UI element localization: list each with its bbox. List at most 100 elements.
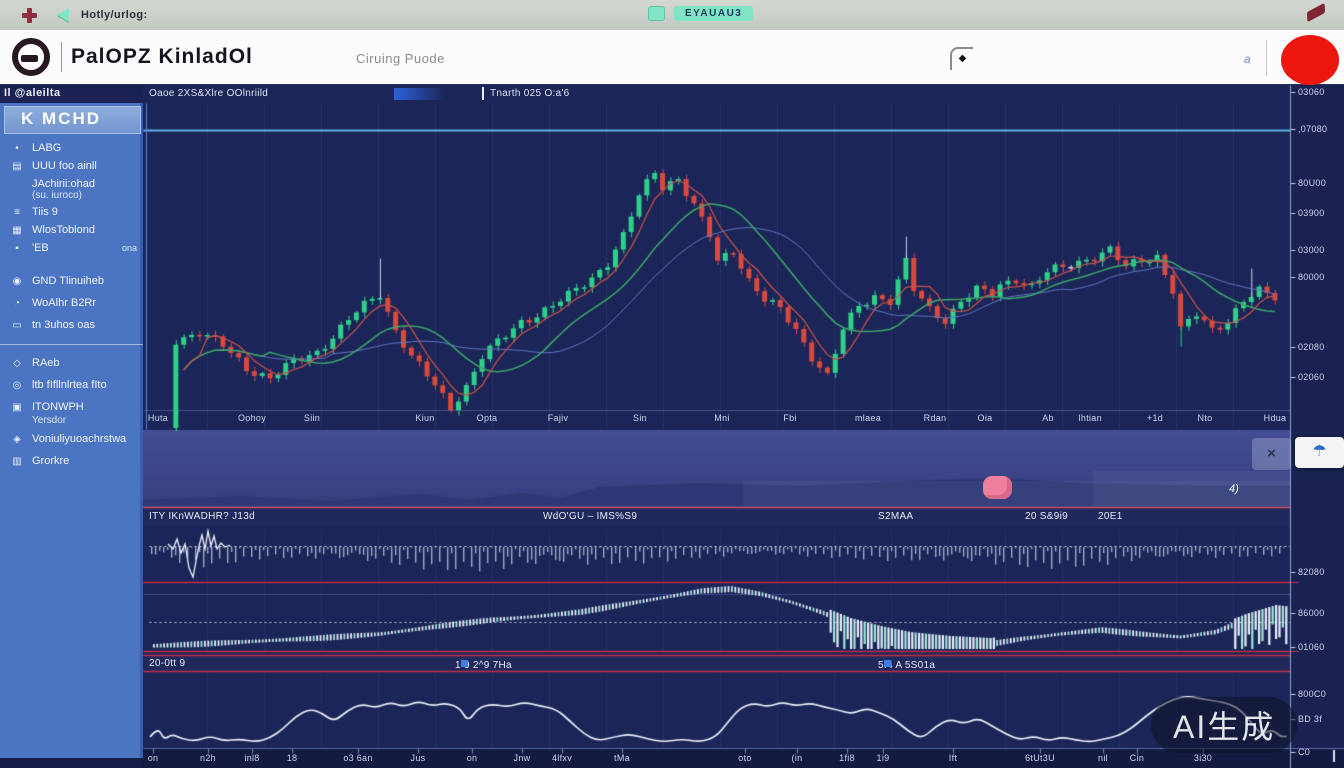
sidebar-item[interactable]: ▪ 'EB ona [0,239,143,257]
sidebar-item[interactable]: ▭ tn 3uhos oas [0,314,143,336]
app-logo [12,38,50,76]
tab-detail[interactable]: Tnarth 025 O:a'6 [490,88,570,99]
axis-label: Ift [948,753,958,763]
sidebar-item[interactable]: ◉ GND Tlinuiheb [0,270,143,292]
sidebar-item-label: 'EB [32,242,49,254]
axis-label: Kiun [415,413,435,423]
axis-label: 4lfxv [551,753,573,763]
bullet-icon: • [15,142,19,154]
sidebar-item-sub: Yersdor [32,415,67,426]
axis-label: Nto [1197,413,1213,423]
sidebar-item[interactable]: ◈ Voniuliyuoachrstwa [0,428,143,450]
axis-label: 1fi8 [839,753,855,763]
sidebar-item-label: ITONWPH [32,401,84,413]
close-panel-button[interactable]: × [1252,438,1291,470]
tab-separator [482,87,484,100]
axis-label: 82080 [1298,567,1325,577]
sidebar-item-active[interactable]: K MCHD [4,106,141,134]
axis-label: Rdan [923,413,947,423]
sidebar-item-sub: (su. iuroco) [32,190,83,201]
sidebar-item-label: Grorkre [32,455,70,467]
sidebar-header: Il @aleilta [0,85,143,103]
axis-label: ,07080 [1298,124,1328,134]
axis-label: on [147,753,159,763]
ai-watermark: AI生成 [1151,697,1298,753]
sidebar: Il @aleilta K MCHD • LABG ▤ UUU foo ainll JA… [0,85,143,768]
status-icon [648,6,665,21]
back-arrow-icon[interactable] [57,8,69,22]
indicator2-name[interactable]: 20-0tt 9 [149,658,186,669]
axis-label: Cin [1129,753,1145,763]
axis-label: Fbi [783,413,797,423]
plus-icon[interactable] [22,7,37,23]
axis-label: 800C0 [1298,689,1327,699]
sidebar-item[interactable]: ▥ Grorkre [0,450,143,472]
sidebar-item[interactable]: ◇ RAeb [0,352,143,374]
sidebar-footer [0,758,143,768]
axis-label: Jus [410,753,426,763]
axis-label: oto [738,753,752,763]
chart-canvas[interactable] [143,85,1344,768]
refresh-icon: ◉ [12,275,22,287]
indicator1-stat-2: 20 S&9i9 [1025,511,1068,522]
sidebar-item-meta: ona [121,243,137,253]
sidebar-item-label: LABG [32,142,62,154]
grid-icon: ▦ [12,224,22,236]
axis-label: 03000 [1298,245,1325,255]
axis-label: mlaea [854,413,882,423]
axis-label: 03900 [1298,208,1325,218]
axis-label: Ihtian [1078,413,1102,423]
axis-label: 80000 [1298,272,1325,282]
info-icon: ◎ [12,379,22,391]
sidebar-item[interactable]: ▦ WlosToblond [0,221,143,239]
tag-icon: ▪ [15,242,19,254]
sidebar-item[interactable]: JAchirii:ohad [0,175,143,193]
sidebar-item[interactable]: ◎ ltb fIfllnlrtea fIto [0,374,143,396]
app-title: PalOPZ KinladOl [71,45,253,68]
indicator1-name[interactable]: ITY IKnWADHR? J13d [149,511,255,522]
axis-label: Ab [1042,413,1054,423]
indicator1-stat-1: S2MAA [878,511,914,522]
app-header: PalOPZ KinladOl Ciruing Puode ◆ a [0,30,1344,85]
axis-label: Mni [714,413,730,423]
sidebar-item[interactable]: ▤ UUU foo ainll [0,157,143,175]
tab-progress-chip [394,88,446,100]
indicator-strip-2: 20-0tt 9 1 9 2^9 7Ha 5.4 A 5S01a [149,658,936,671]
sidebar-item[interactable]: ▣ ITONWPH [0,396,143,418]
pen-icon[interactable] [1306,2,1326,23]
axis-label: Oia [977,413,993,423]
topbar-badge: EYAUAU3 [674,6,754,21]
clock-icon: ◔ [13,297,21,309]
axis-label: 02080 [1298,342,1325,352]
cursor-tool-icon[interactable]: ◆ [950,47,973,70]
axis-label: Fajiv [547,413,569,423]
record-button[interactable] [1281,35,1339,85]
axis-label: 3i30 [1193,753,1213,763]
axis-label: +1d [1146,413,1164,423]
sidebar-item-label: WoAlhr B2Rr [32,297,96,309]
sidebar-item[interactable]: ◔ WoAlhr B2Rr [0,292,143,314]
divider [1266,40,1267,76]
sidebar-item-label: UUU foo ainll [32,160,97,172]
sidebar-divider [0,344,143,345]
tab-overview[interactable]: Oaoe 2XS&Xlre OOlnriild [149,88,269,99]
axis-label: inl8 [244,753,260,763]
sidebar-item[interactable]: ≡ Tiis 9 [0,203,143,221]
umbrella-tool-button[interactable]: ☂ [1295,437,1344,468]
axis-label: n2h [200,753,216,763]
chart-tabs: Oaoe 2XS&Xlre OOlnriild Tnarth 025 O:a'6 [143,85,1344,103]
hint-glyph: a [1244,52,1251,66]
sidebar-item[interactable]: • LABG [0,139,143,157]
axis-label: (in [791,753,803,763]
marker-blob-icon [983,476,1012,499]
axis-label: 86000 [1298,608,1325,618]
sidebar-item-label: Tiis 9 [32,206,58,218]
chart-area: Oaoe 2XS&Xlre OOlnriild Tnarth 025 O:a'6… [143,85,1344,768]
volume-note: 4) [1229,483,1239,495]
axis-label: on [466,753,478,763]
axis-label: Hdua [1263,413,1287,423]
axis-label: Oohoy [237,413,267,423]
legend-square-icon [884,660,891,667]
menu-icon: ≡ [14,206,20,218]
